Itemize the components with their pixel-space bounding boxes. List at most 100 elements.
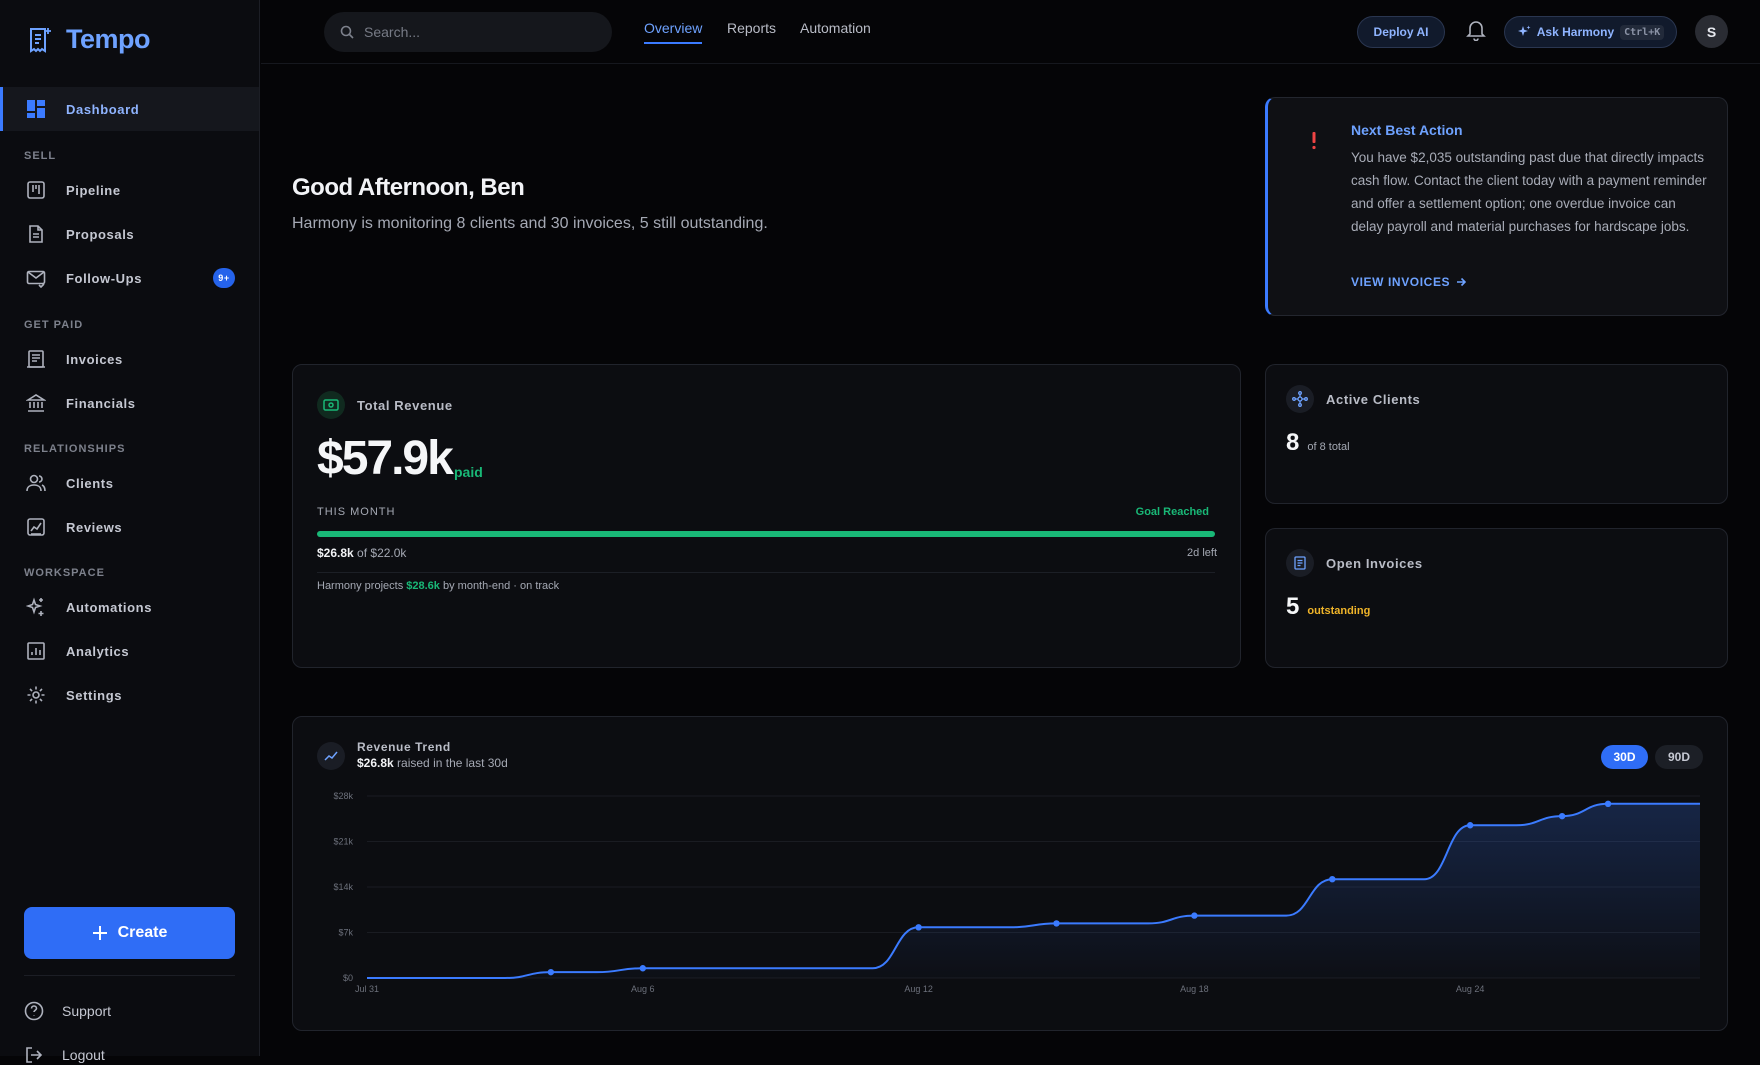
chart-point[interactable] [1191,912,1198,919]
y-tick-label: $14k [333,882,353,892]
month-amount: $26.8k [317,546,354,560]
sidebar: Tempo Dashboard SELL Pipeline Proposals … [0,0,260,1063]
sidebar-item-followups[interactable]: Follow-Ups 9+ [0,256,259,300]
chart-point[interactable] [1053,920,1060,927]
sidebar-item-invoices[interactable]: Invoices [0,337,259,381]
notification-badge: 9+ [213,268,235,288]
create-button[interactable]: Create [24,907,235,959]
invoice-icon [27,350,45,368]
next-best-action-card: Next Best Action You have $2,035 outstan… [1265,97,1728,316]
projection-value: $28.6k [406,580,440,592]
sidebar-item-clients[interactable]: Clients [0,461,259,505]
chart-point[interactable] [1558,812,1566,820]
active-clients-card[interactable]: Active Clients 8 of 8 total [1265,364,1728,504]
x-tick-label: Aug 12 [904,984,933,994]
sidebar-item-analytics[interactable]: Analytics [0,629,259,673]
x-tick-label: Aug 18 [1180,984,1209,994]
sidebar-item-label: Clients [66,475,114,491]
trend-subtitle: $26.8k raised in the last 30d [357,756,508,770]
chart-point[interactable] [639,965,646,972]
chart-point[interactable] [1329,876,1336,883]
logout-link[interactable]: Logout [24,1045,105,1065]
review-icon [27,518,45,536]
progress-amount: $26.8k of $22.0k [317,546,406,560]
y-tick-label: $21k [333,837,353,847]
ask-harmony-button[interactable]: Ask Harmony Ctrl+K [1504,16,1677,48]
card-header: Active Clients [1286,385,1420,413]
sidebar-item-label: Reviews [66,519,123,535]
tab-automation[interactable]: Automation [800,20,871,36]
logout-label: Logout [62,1047,105,1063]
chart-point[interactable] [915,924,922,931]
network-icon [1292,391,1308,407]
chart-point[interactable] [1466,822,1474,829]
trend-suffix: raised in the last 30d [397,756,508,770]
logo[interactable]: Tempo [28,24,151,55]
create-label: Create [117,924,168,941]
logout-icon [26,1047,43,1063]
x-tick-label: Jul 31 [355,984,379,994]
sidebar-item-settings[interactable]: Settings [0,673,259,717]
support-label: Support [62,1003,112,1019]
sidebar-item-financials[interactable]: Financials [0,381,259,425]
range-90d-button[interactable]: 90D [1655,745,1703,769]
chart-point[interactable] [1604,800,1612,807]
sidebar-item-proposals[interactable]: Proposals [0,212,259,256]
active-clients-count: 8 [1286,429,1300,456]
cash-icon [323,399,339,411]
open-invoices-count: 5 [1286,593,1300,620]
sidebar-item-pipeline[interactable]: Pipeline [0,168,259,212]
projection-prefix: Harmony projects [317,580,404,592]
revenue-trend-card: Revenue Trend $26.8k raised in the last … [292,716,1728,1031]
tab-overview[interactable]: Overview [644,20,703,44]
goal-progress-fill [317,531,1215,537]
search-input[interactable] [364,24,584,40]
network-icon-wrap [1286,385,1314,413]
avatar[interactable]: S [1695,15,1728,48]
support-link[interactable]: Support [24,1001,111,1021]
sidebar-item-automations[interactable]: Automations [0,585,259,629]
open-invoices-card[interactable]: Open Invoices 5 outstanding [1265,528,1728,668]
bell-icon[interactable] [1466,19,1486,41]
deploy-ai-button[interactable]: Deploy AI [1357,16,1445,48]
sidebar-item-label: Settings [66,687,123,703]
month-target: of $22.0k [357,546,407,560]
sidebar-item-dashboard[interactable]: Dashboard [0,87,259,131]
section-workspace: WORKSPACE [24,567,105,579]
help-icon [24,1001,44,1021]
receipt-icon [1294,556,1306,570]
y-tick-label: $0 [343,973,353,983]
days-left: 2d left [1187,547,1217,559]
keyboard-shortcut: Ctrl+K [1620,24,1665,40]
sidebar-item-label: Analytics [66,643,130,659]
sidebar-item-reviews[interactable]: Reviews [0,505,259,549]
card-header: Open Invoices [1286,549,1423,577]
projection-text: Harmony projects $28.6k by month-end · o… [317,580,559,592]
kanban-icon [27,181,45,199]
trend-icon-wrap [317,742,345,770]
receipt-icon-wrap [1286,549,1314,577]
this-month-label: THIS MONTH [317,506,396,518]
paid-label: paid [454,464,483,480]
next-action-body: You have $2,035 outstanding past due tha… [1351,150,1707,234]
chart-area [367,803,1700,978]
search-bar[interactable] [324,12,612,52]
card-title: Active Clients [1326,391,1421,407]
arrow-right-icon [1457,277,1467,287]
card-title: Open Invoices [1326,555,1423,571]
trend-amount: $26.8k [357,756,394,770]
section-get-paid: GET PAID [24,319,84,331]
tab-reports[interactable]: Reports [727,20,777,36]
chart-point[interactable] [547,968,555,976]
view-invoices-label: VIEW INVOICES [1351,275,1451,289]
range-30d-button[interactable]: 30D [1601,745,1648,769]
sidebar-item-label: Dashboard [66,101,140,117]
view-invoices-link[interactable]: VIEW INVOICES [1351,275,1467,289]
goal-status: Goal Reached [1135,506,1209,518]
card-divider [317,572,1215,573]
ask-harmony-label: Ask Harmony [1536,25,1615,39]
app-name: Tempo [66,24,151,54]
open-invoices-sub: outstanding [1307,605,1371,617]
sidebar-item-label: Invoices [66,351,123,367]
dashboard-icon [27,100,45,118]
